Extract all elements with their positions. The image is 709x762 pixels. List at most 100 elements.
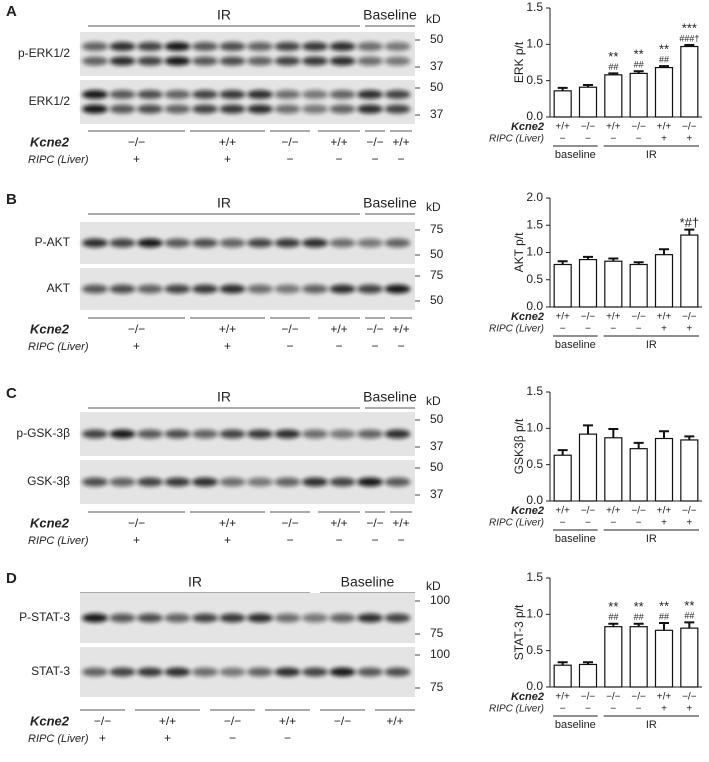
treatment-label: RIPC (Liver) — [489, 518, 544, 529]
header-label: Baseline — [363, 389, 417, 405]
band — [137, 90, 163, 100]
bar — [654, 254, 674, 308]
treatment: − — [560, 704, 566, 715]
y-tick-label: 0.5 — [526, 643, 543, 657]
band — [247, 90, 273, 100]
genotype: −/− — [682, 122, 697, 133]
band — [329, 56, 356, 66]
genotype: +/+ — [657, 506, 672, 517]
treatment-label: RIPC (Liver) — [28, 733, 89, 745]
genotype: +/+ — [657, 692, 672, 703]
band — [219, 667, 246, 677]
significance-label: ** — [684, 598, 694, 613]
band — [384, 284, 411, 294]
genotype: −/− — [128, 322, 145, 336]
error-bar — [684, 228, 695, 236]
unit-label: kD — [426, 394, 441, 408]
band — [384, 667, 411, 677]
genotype: −/− — [631, 692, 646, 703]
treatment: + — [224, 533, 231, 547]
band — [82, 42, 108, 52]
band — [357, 238, 383, 248]
band — [164, 42, 191, 52]
bar — [578, 663, 598, 688]
band — [357, 613, 383, 623]
row-label: P-AKT — [35, 235, 71, 249]
band — [302, 90, 328, 100]
treatment: − — [335, 339, 342, 353]
treatment: − — [585, 324, 591, 335]
significance-label: ## — [659, 611, 669, 621]
genotype: −/− — [631, 506, 646, 517]
band — [384, 613, 411, 623]
y-tick-label: 0.5 — [526, 272, 543, 286]
error-bar — [608, 257, 619, 262]
error-bar — [633, 70, 644, 74]
header-label: Baseline — [363, 195, 417, 211]
genotype: −/− — [366, 516, 383, 530]
bar — [654, 66, 674, 118]
band — [137, 477, 163, 487]
genotype: −/− — [606, 692, 621, 703]
significance-label: ** — [634, 47, 644, 62]
genotype: −/− — [281, 516, 298, 530]
error-bar — [659, 65, 669, 68]
treatment: − — [610, 134, 616, 145]
band — [82, 667, 108, 677]
band — [137, 42, 163, 52]
y-axis-label: STAT-3 p/t — [512, 604, 526, 660]
genotype: +/+ — [392, 135, 409, 149]
band — [302, 284, 328, 294]
marker-label: 75 — [430, 626, 444, 640]
band — [219, 284, 246, 294]
band — [219, 104, 246, 114]
band — [82, 104, 108, 114]
treatment: − — [286, 533, 293, 547]
treatment: − — [397, 533, 404, 547]
band — [329, 90, 356, 100]
band — [109, 104, 136, 114]
band — [329, 667, 356, 677]
unit-label: kD — [426, 579, 441, 593]
band — [192, 238, 218, 248]
error-bar — [684, 621, 695, 629]
treatment: + — [686, 704, 692, 715]
marker-label: 50 — [430, 412, 444, 426]
band — [247, 429, 273, 439]
group-label: IR — [646, 533, 657, 545]
significance-label: ** — [659, 598, 669, 613]
treatment: − — [286, 152, 293, 166]
treatment: − — [610, 518, 616, 529]
bar — [654, 629, 674, 688]
treatment: − — [585, 134, 591, 145]
genotype-label: Kcne2 — [30, 321, 70, 336]
bar — [553, 664, 572, 688]
genotype: +/+ — [330, 322, 347, 336]
marker-label: 37 — [430, 439, 444, 453]
marker-label: 50 — [430, 293, 444, 307]
band — [82, 90, 108, 100]
genotype: +/+ — [606, 122, 621, 133]
treatment: − — [636, 704, 642, 715]
band — [302, 56, 328, 66]
significance-label: ## — [608, 612, 618, 622]
band — [82, 284, 108, 294]
bar — [578, 433, 598, 502]
treatment: − — [560, 134, 566, 145]
unit-label: kD — [426, 200, 441, 214]
band — [302, 477, 328, 487]
bar — [680, 234, 699, 308]
error-bar — [633, 622, 644, 627]
error-bar — [557, 86, 568, 91]
genotype: +/+ — [279, 714, 296, 728]
error-bar — [684, 435, 695, 440]
group-label: baseline — [555, 339, 596, 351]
genotype-label: Kcne2 — [511, 311, 544, 323]
band — [247, 613, 273, 623]
error-bar — [608, 622, 619, 627]
header-label: IR — [217, 389, 231, 405]
treatment-label: RIPC (Liver) — [489, 324, 544, 335]
band — [219, 90, 246, 100]
band — [357, 104, 383, 114]
error-bar — [557, 661, 568, 666]
